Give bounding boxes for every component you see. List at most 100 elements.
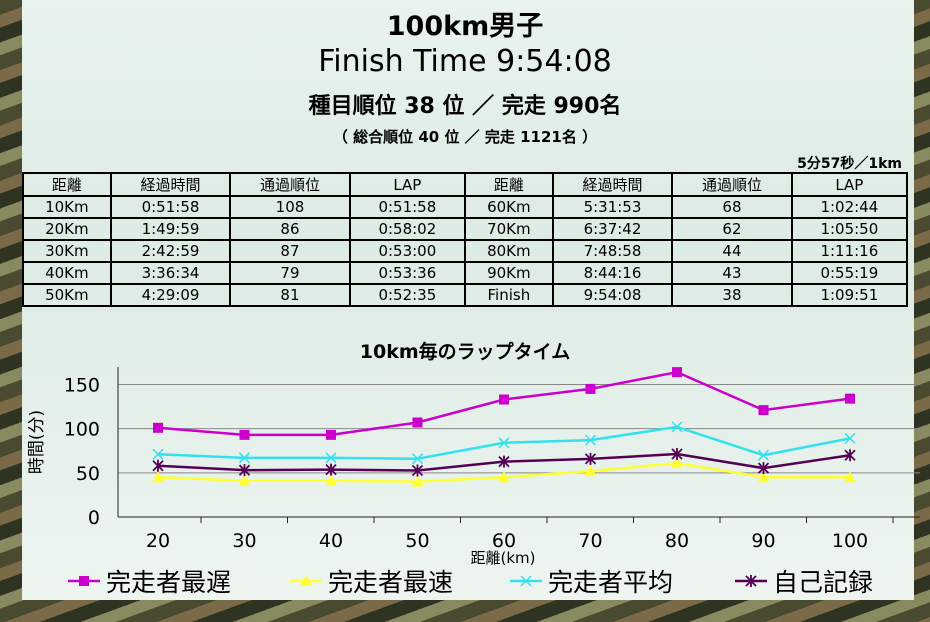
table-cell: 20Km bbox=[22, 217, 112, 241]
data-point bbox=[671, 421, 683, 433]
data-point bbox=[584, 465, 597, 477]
category-rank: 種目順位 38 位 ／ 完走 990名 bbox=[308, 94, 622, 119]
data-point bbox=[758, 405, 769, 416]
table-cell: 43 bbox=[671, 261, 793, 285]
table-row: 10Km 0:51:58 108 0:51:58 60Km 5:31:53 68 1:02:4… bbox=[22, 195, 909, 219]
data-point bbox=[844, 471, 856, 483]
legend-marker bbox=[520, 575, 532, 587]
table-cell: Finish bbox=[463, 283, 554, 307]
col-header: 距離 bbox=[463, 172, 554, 197]
data-point bbox=[498, 455, 510, 468]
data-point bbox=[326, 429, 336, 440]
data-point bbox=[325, 474, 337, 486]
table-cell: 1:05:50 bbox=[790, 217, 909, 241]
table-row: 40Km 3:36:34 79 0:53:36 90Km 8:44:16 43 0:55:19 bbox=[22, 261, 909, 285]
table-cell: 1:49:59 bbox=[109, 217, 232, 241]
table-header: 距離 経過時間 通過順位 LAP 距離 経過時間 通過順位 LAP bbox=[22, 172, 909, 197]
col-header: LAP bbox=[790, 172, 909, 197]
table-row: 30Km 2:42:59 87 0:53:00 80Km 7:48:58 44 1:11:16 bbox=[22, 239, 909, 263]
table-cell: 5:31:53 bbox=[551, 195, 674, 219]
data-point bbox=[844, 432, 856, 444]
table-cell: 3:36:34 bbox=[109, 261, 232, 285]
y-tick-label: 150 bbox=[64, 375, 100, 397]
chart-title: 10km毎のラップタイム bbox=[360, 340, 571, 363]
table-cell: 80Km bbox=[463, 239, 554, 263]
y-tick-label: 100 bbox=[64, 419, 100, 441]
legend-label: 完走者最速 bbox=[328, 568, 453, 597]
table-cell: 1:09:51 bbox=[790, 283, 909, 307]
data-point bbox=[238, 452, 251, 464]
data-point bbox=[238, 464, 251, 477]
x-tick-label: 80 bbox=[665, 530, 689, 552]
table-row: 50Km 4:29:09 81 0:52:35 Finish 9:54:08 38 1:09:… bbox=[22, 283, 909, 307]
legend-label: 完走者最遅 bbox=[106, 568, 231, 597]
data-point bbox=[757, 449, 770, 461]
data-point bbox=[845, 393, 855, 404]
table-cell: 0:58:02 bbox=[348, 217, 466, 241]
table-cell: 30Km bbox=[22, 239, 112, 263]
data-point bbox=[584, 452, 597, 465]
x-tick-label: 20 bbox=[146, 530, 170, 552]
pace: 5分57秒／1km bbox=[797, 156, 902, 172]
y-tick-label: 0 bbox=[88, 507, 100, 529]
col-header: 距離 bbox=[22, 172, 112, 197]
data-point bbox=[412, 417, 423, 428]
data-point bbox=[844, 449, 856, 462]
table-cell: 8:44:16 bbox=[551, 261, 674, 285]
table-cell: 10Km bbox=[22, 195, 112, 219]
table-cell: 1:02:44 bbox=[790, 195, 909, 219]
data-point bbox=[239, 429, 250, 440]
legend-label: 自己記録 bbox=[773, 568, 873, 597]
table-cell: 0:51:58 bbox=[348, 195, 466, 219]
x-tick-label: 100 bbox=[832, 530, 868, 552]
table-cell: 6:37:42 bbox=[551, 217, 674, 241]
x-tick-label: 70 bbox=[578, 530, 602, 552]
data-point bbox=[238, 474, 251, 486]
table-cell: 60Km bbox=[463, 195, 554, 219]
table-cell: 0:55:19 bbox=[790, 261, 909, 285]
data-point bbox=[152, 459, 164, 472]
table-cell: 1:11:16 bbox=[790, 239, 909, 263]
data-point bbox=[152, 448, 164, 460]
data-point bbox=[757, 462, 770, 475]
data-point bbox=[325, 452, 337, 464]
x-tick-label: 50 bbox=[405, 530, 429, 552]
split-table: 距離 経過時間 通過順位 LAP 距離 経過時間 通過順位 LAP 10Km 0:… bbox=[22, 172, 909, 307]
data-point bbox=[498, 471, 510, 483]
col-header: 経過時間 bbox=[551, 172, 674, 197]
data-point bbox=[499, 394, 509, 405]
data-point bbox=[757, 471, 770, 483]
data-point bbox=[411, 453, 424, 465]
legend-marker bbox=[79, 576, 89, 586]
table-cell: 90Km bbox=[463, 261, 554, 285]
data-point bbox=[671, 457, 683, 469]
legend-marker bbox=[300, 575, 312, 586]
table-cell: 7:48:58 bbox=[551, 239, 674, 263]
col-header: 経過時間 bbox=[109, 172, 232, 197]
table-cell: 44 bbox=[671, 239, 793, 263]
table-cell: 108 bbox=[229, 195, 351, 219]
table-cell: 86 bbox=[229, 217, 351, 241]
table-row: 20Km 1:49:59 86 0:58:02 70Km 6:37:42 62 1:05:50 bbox=[22, 217, 909, 241]
table-cell: 81 bbox=[229, 283, 351, 307]
y-axis-label: 時間(分) bbox=[27, 410, 47, 474]
table-cell: 87 bbox=[229, 239, 351, 263]
data-point bbox=[411, 464, 424, 477]
table-cell: 68 bbox=[671, 195, 793, 219]
category-title: 100km男子 bbox=[386, 11, 544, 42]
table-cell: 9:54:08 bbox=[551, 283, 674, 307]
col-header: 通過順位 bbox=[229, 172, 351, 197]
table-cell: 50Km bbox=[22, 283, 112, 307]
data-point bbox=[672, 367, 682, 378]
overall-rank: （ 総合順位 40 位 ／ 完走 1121名 ） bbox=[332, 128, 598, 146]
table-cell: 0:53:00 bbox=[348, 239, 466, 263]
x-axis-label: 距離(km) bbox=[470, 549, 535, 567]
x-tick-label: 40 bbox=[319, 530, 343, 552]
table-cell: 70Km bbox=[463, 217, 554, 241]
table-cell: 38 bbox=[671, 283, 793, 307]
table-cell: 2:42:59 bbox=[109, 239, 232, 263]
data-point bbox=[411, 475, 424, 487]
x-tick-label: 30 bbox=[232, 530, 256, 552]
finish-time: Finish Time 9:54:08 bbox=[318, 44, 612, 79]
